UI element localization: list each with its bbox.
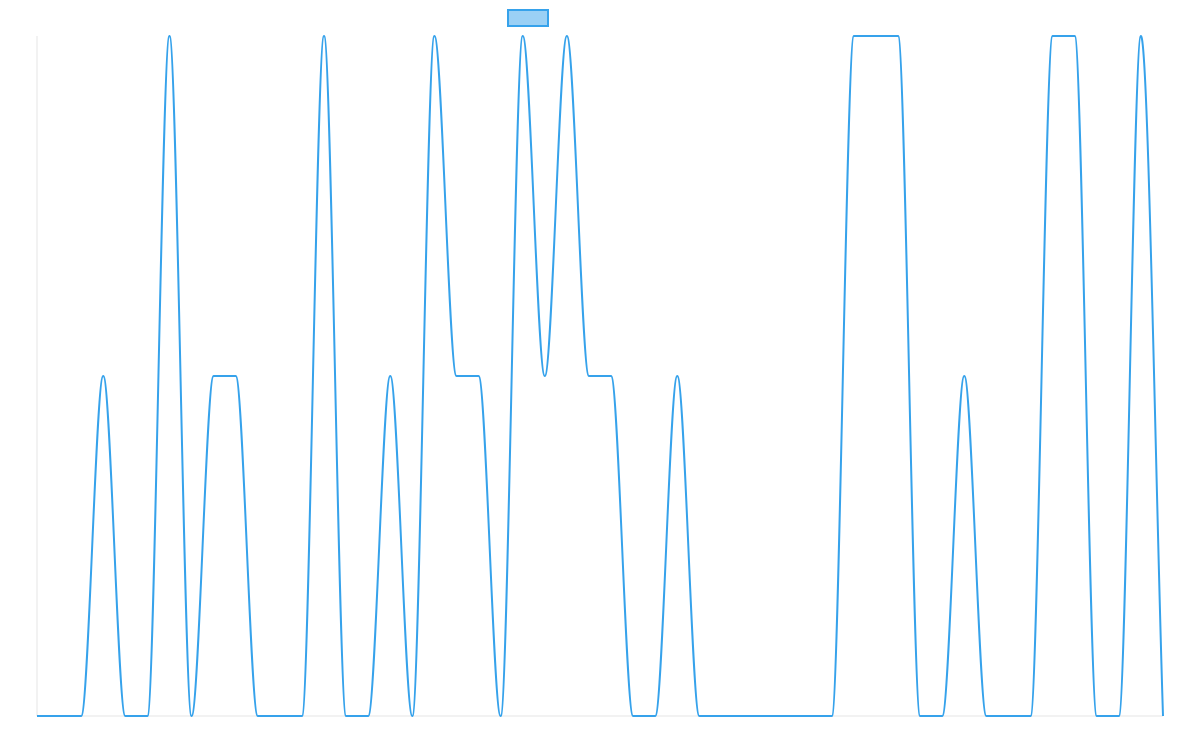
data-point (409, 713, 415, 719)
series-layer (34, 33, 1166, 719)
data-point (939, 713, 945, 719)
data-point (961, 373, 967, 379)
data-point (476, 373, 482, 379)
data-point (520, 33, 526, 39)
data-point (1094, 713, 1100, 719)
data-point (277, 713, 283, 719)
data-point (233, 373, 239, 379)
data-point (873, 33, 879, 39)
data-point (741, 713, 747, 719)
data-point (34, 713, 40, 719)
data-point (453, 373, 459, 379)
data-point (1005, 713, 1011, 719)
legend[interactable] (507, 9, 549, 27)
data-point (1116, 713, 1122, 719)
data-point (365, 713, 371, 719)
data-point (387, 373, 393, 379)
data-point (1072, 33, 1078, 39)
data-point (917, 713, 923, 719)
data-point (851, 33, 857, 39)
data-point (211, 373, 217, 379)
data-point (144, 713, 150, 719)
data-point (718, 713, 724, 719)
data-point (122, 713, 128, 719)
data-point (696, 713, 702, 719)
data-point (829, 713, 835, 719)
data-point (652, 713, 658, 719)
data-point (1028, 713, 1034, 719)
data-point (343, 713, 349, 719)
data-point (1160, 713, 1166, 719)
data-point (1138, 33, 1144, 39)
data-point (630, 713, 636, 719)
data-point (78, 713, 84, 719)
data-point (542, 373, 548, 379)
data-point (321, 33, 327, 39)
series-line (37, 35, 1164, 717)
data-point (608, 373, 614, 379)
data-point (586, 373, 592, 379)
data-point (189, 713, 195, 719)
data-point (431, 33, 437, 39)
data-point (299, 713, 305, 719)
data-point (498, 713, 504, 719)
data-point (785, 713, 791, 719)
axes (36, 36, 1163, 717)
data-point (56, 713, 62, 719)
data-point (564, 33, 570, 39)
data-point (807, 713, 813, 719)
data-point (255, 713, 261, 719)
legend-swatch[interactable] (507, 9, 549, 27)
data-point (763, 713, 769, 719)
data-point (674, 373, 680, 379)
data-point (100, 373, 106, 379)
data-point (983, 713, 989, 719)
data-point (895, 33, 901, 39)
data-point (166, 33, 172, 39)
data-point (1050, 33, 1056, 39)
